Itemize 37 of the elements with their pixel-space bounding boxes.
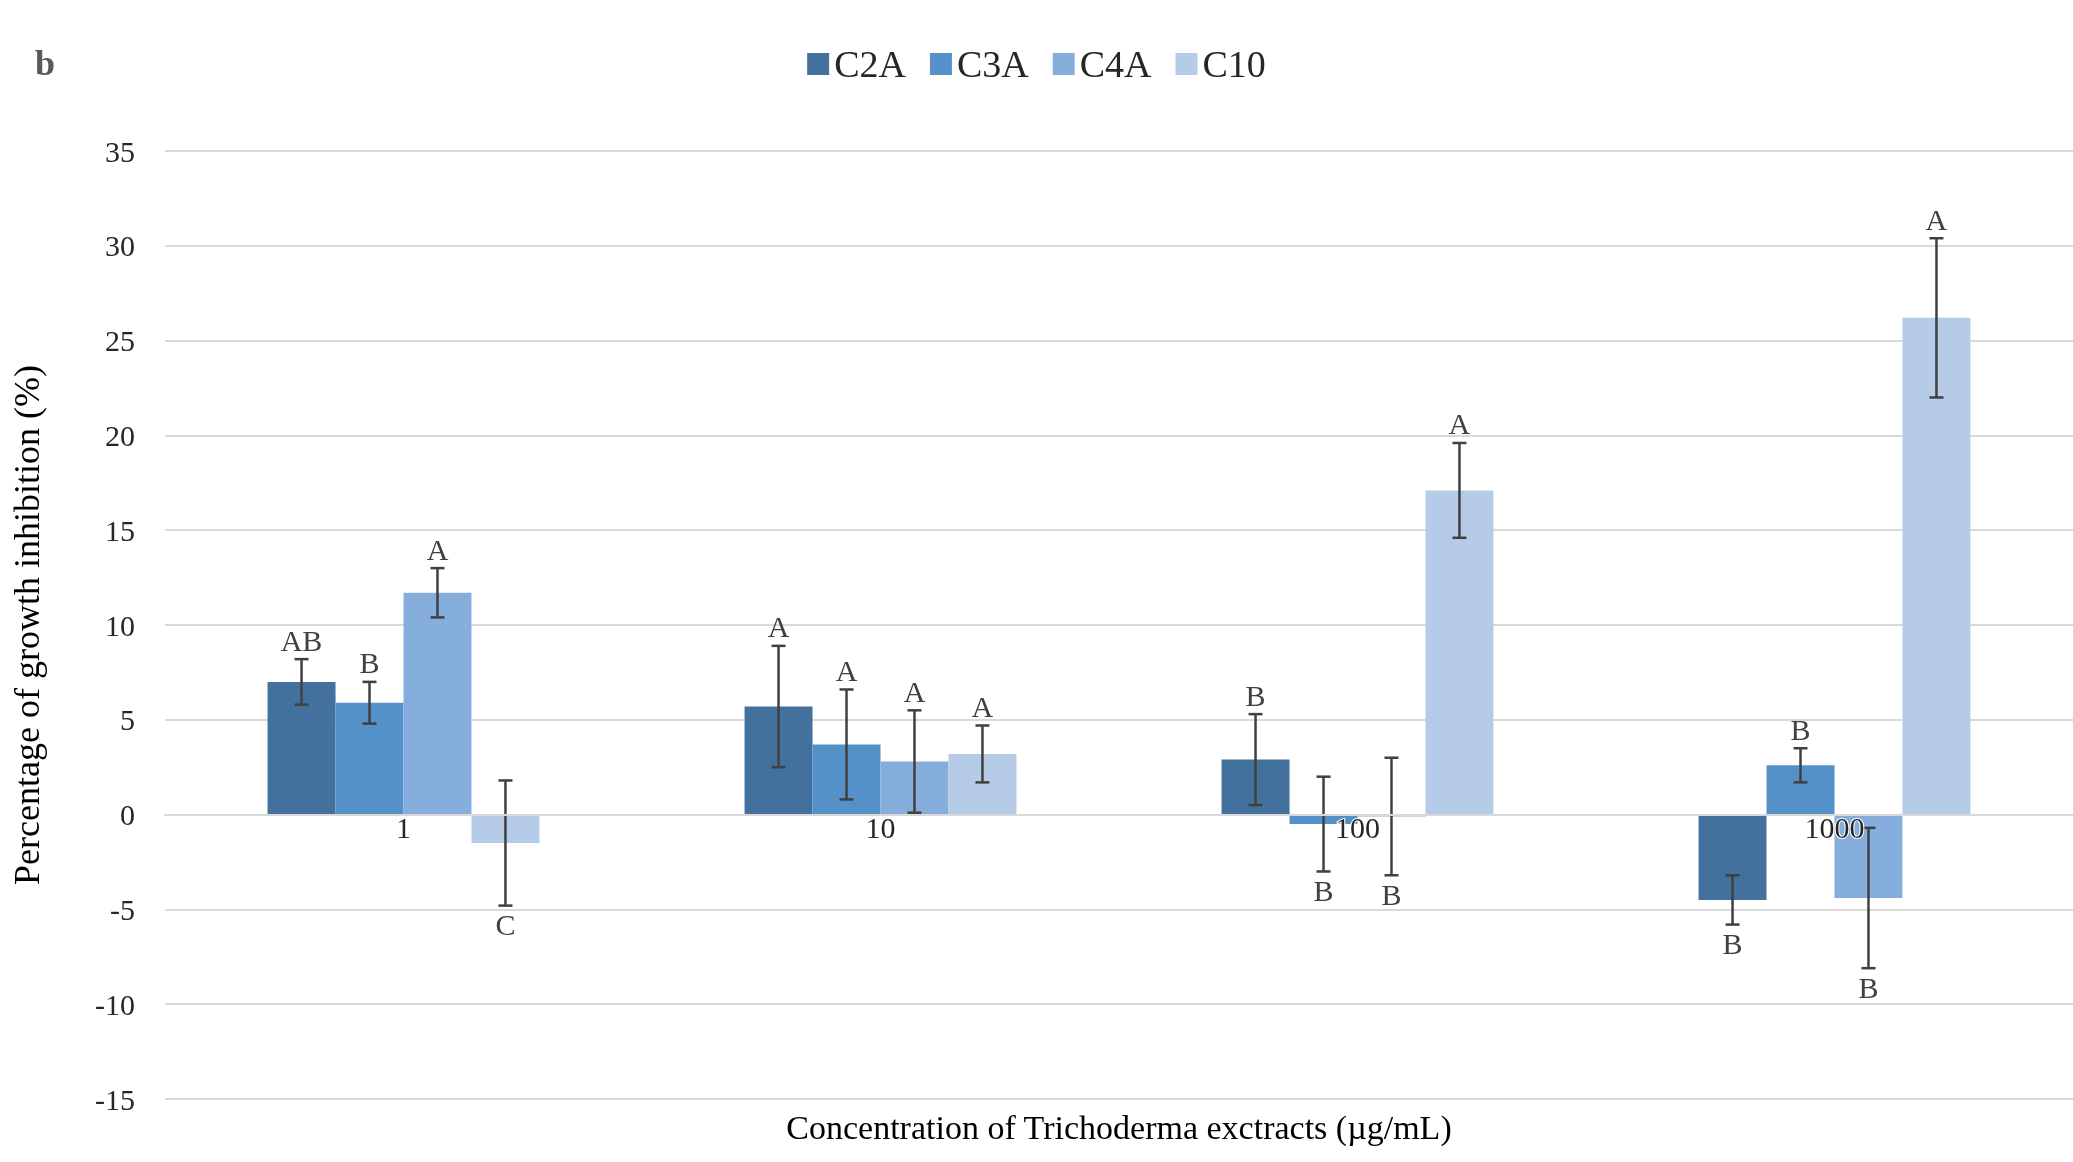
data-label: AB bbox=[280, 623, 323, 657]
x-tick-label: 10 bbox=[865, 811, 896, 845]
y-tick-label: -5 bbox=[110, 892, 135, 926]
data-label: B bbox=[1858, 970, 1879, 1004]
legend-label: C4A bbox=[1079, 43, 1153, 85]
data-label: B bbox=[1381, 877, 1402, 911]
data-label: A bbox=[767, 610, 790, 644]
data-label: A bbox=[426, 532, 449, 566]
data-label: C bbox=[495, 908, 516, 942]
legend-label: C3A bbox=[956, 43, 1030, 85]
x-axis-title: Concentration of Trichoderma exctracts (µg/mL) bbox=[786, 1108, 1452, 1147]
data-label: A bbox=[971, 689, 994, 723]
x-tick-label: 100 bbox=[1335, 811, 1380, 845]
legend-label: C2A bbox=[834, 43, 907, 85]
data-label: B bbox=[1790, 712, 1811, 746]
y-tick-label: -10 bbox=[95, 987, 135, 1021]
x-tick-label: 1 bbox=[396, 811, 411, 845]
y-tick-label: 35 bbox=[105, 134, 135, 168]
data-label: B bbox=[359, 646, 380, 680]
y-tick-label: 5 bbox=[120, 703, 135, 737]
data-label: B bbox=[1245, 678, 1266, 712]
y-tick-label: 30 bbox=[105, 229, 135, 263]
y-tick-label: -15 bbox=[95, 1082, 135, 1116]
y-tick-label: 20 bbox=[105, 418, 135, 452]
data-label: A bbox=[903, 674, 926, 708]
legend-label: C10 bbox=[1202, 43, 1266, 85]
data-label: A bbox=[1925, 202, 1948, 236]
data-label: B bbox=[1313, 873, 1334, 907]
data-label: B bbox=[1722, 927, 1743, 961]
data-label: A bbox=[1448, 407, 1471, 441]
data-label: A bbox=[835, 653, 858, 687]
y-tick-label: 15 bbox=[105, 513, 135, 547]
y-tick-label: 10 bbox=[105, 608, 135, 642]
y-tick-label: 0 bbox=[120, 798, 135, 832]
y-axis-title: Percentage of growth inhibition (%) bbox=[7, 365, 47, 885]
y-tick-label: 25 bbox=[105, 324, 135, 358]
chart-title: b bbox=[35, 43, 56, 83]
